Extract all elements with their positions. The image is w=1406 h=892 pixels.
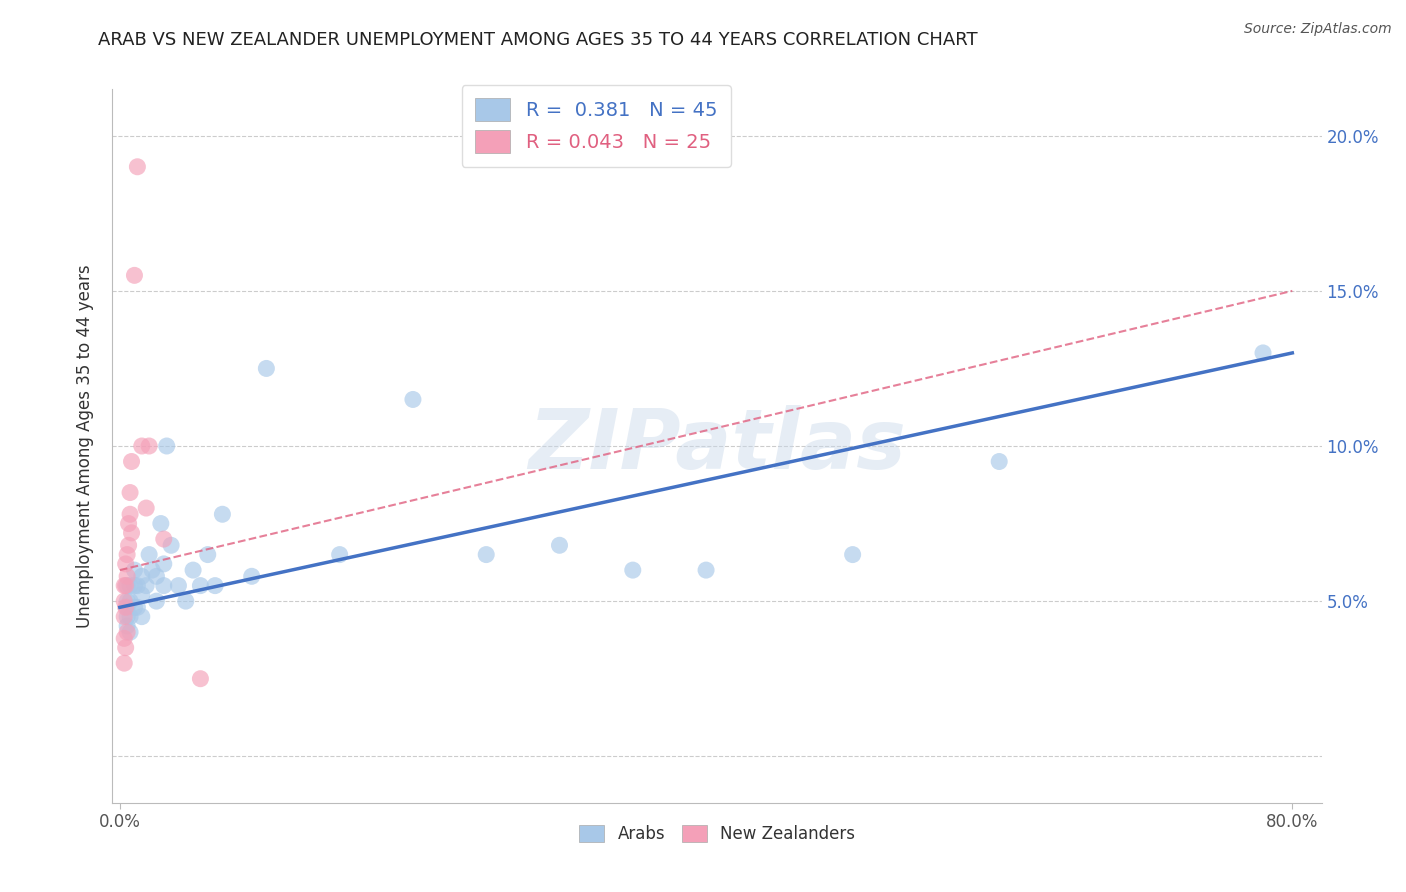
Point [190,672,212,686]
Point [112,609,135,624]
Text: Source: ZipAtlas.com: Source: ZipAtlas.com [1244,22,1392,37]
Point [152,532,174,546]
Point [135,501,157,516]
Text: ZIPatlas: ZIPatlas [529,406,905,486]
Point [402,392,425,407]
Point [197,548,219,562]
Point [131,588,153,602]
Point [127,579,149,593]
Point [114,640,136,655]
Point [254,361,277,376]
Point [112,632,135,646]
Point [115,548,138,562]
Point [120,625,142,640]
Point [121,454,143,468]
Legend: Arabs, New Zealanders: Arabs, New Zealanders [571,817,863,852]
Point [621,563,644,577]
Point [141,563,163,577]
Point [156,439,179,453]
Y-axis label: Unemployment Among Ages 35 to 44 years: Unemployment Among Ages 35 to 44 years [76,264,94,628]
Point [988,454,1011,468]
Point [115,609,138,624]
Point [112,656,135,670]
Point [112,594,135,608]
Point [695,563,717,577]
Point [138,548,160,562]
Point [124,579,146,593]
Point [190,579,212,593]
Point [112,579,135,593]
Point [114,557,136,571]
Point [117,538,139,552]
Point [115,625,138,640]
Point [120,579,142,593]
Point [121,525,143,540]
Point [131,569,153,583]
Point [120,609,142,624]
Point [120,485,142,500]
Point [124,268,146,283]
Point [1251,346,1274,360]
Point [138,439,160,453]
Point [131,439,153,453]
Point [167,579,190,593]
Point [160,538,183,552]
Point [115,569,138,583]
Point [152,579,174,593]
Point [114,600,136,615]
Point [120,508,142,522]
Point [115,619,138,633]
Point [124,563,146,577]
Point [475,548,498,562]
Point [211,508,233,522]
Text: ARAB VS NEW ZEALANDER UNEMPLOYMENT AMONG AGES 35 TO 44 YEARS CORRELATION CHART: ARAB VS NEW ZEALANDER UNEMPLOYMENT AMONG… [98,31,979,49]
Point [181,563,204,577]
Point [127,600,149,615]
Point [152,557,174,571]
Point [145,569,167,583]
Point [548,538,571,552]
Point [329,548,352,562]
Point [117,516,139,531]
Point [115,594,138,608]
Point [120,594,142,608]
Point [204,579,226,593]
Point [145,594,167,608]
Point [127,160,149,174]
Point [124,600,146,615]
Point [135,579,157,593]
Point [240,569,263,583]
Point [115,579,138,593]
Point [174,594,197,608]
Point [841,548,863,562]
Point [149,516,172,531]
Point [115,600,138,615]
Point [131,609,153,624]
Point [114,579,136,593]
